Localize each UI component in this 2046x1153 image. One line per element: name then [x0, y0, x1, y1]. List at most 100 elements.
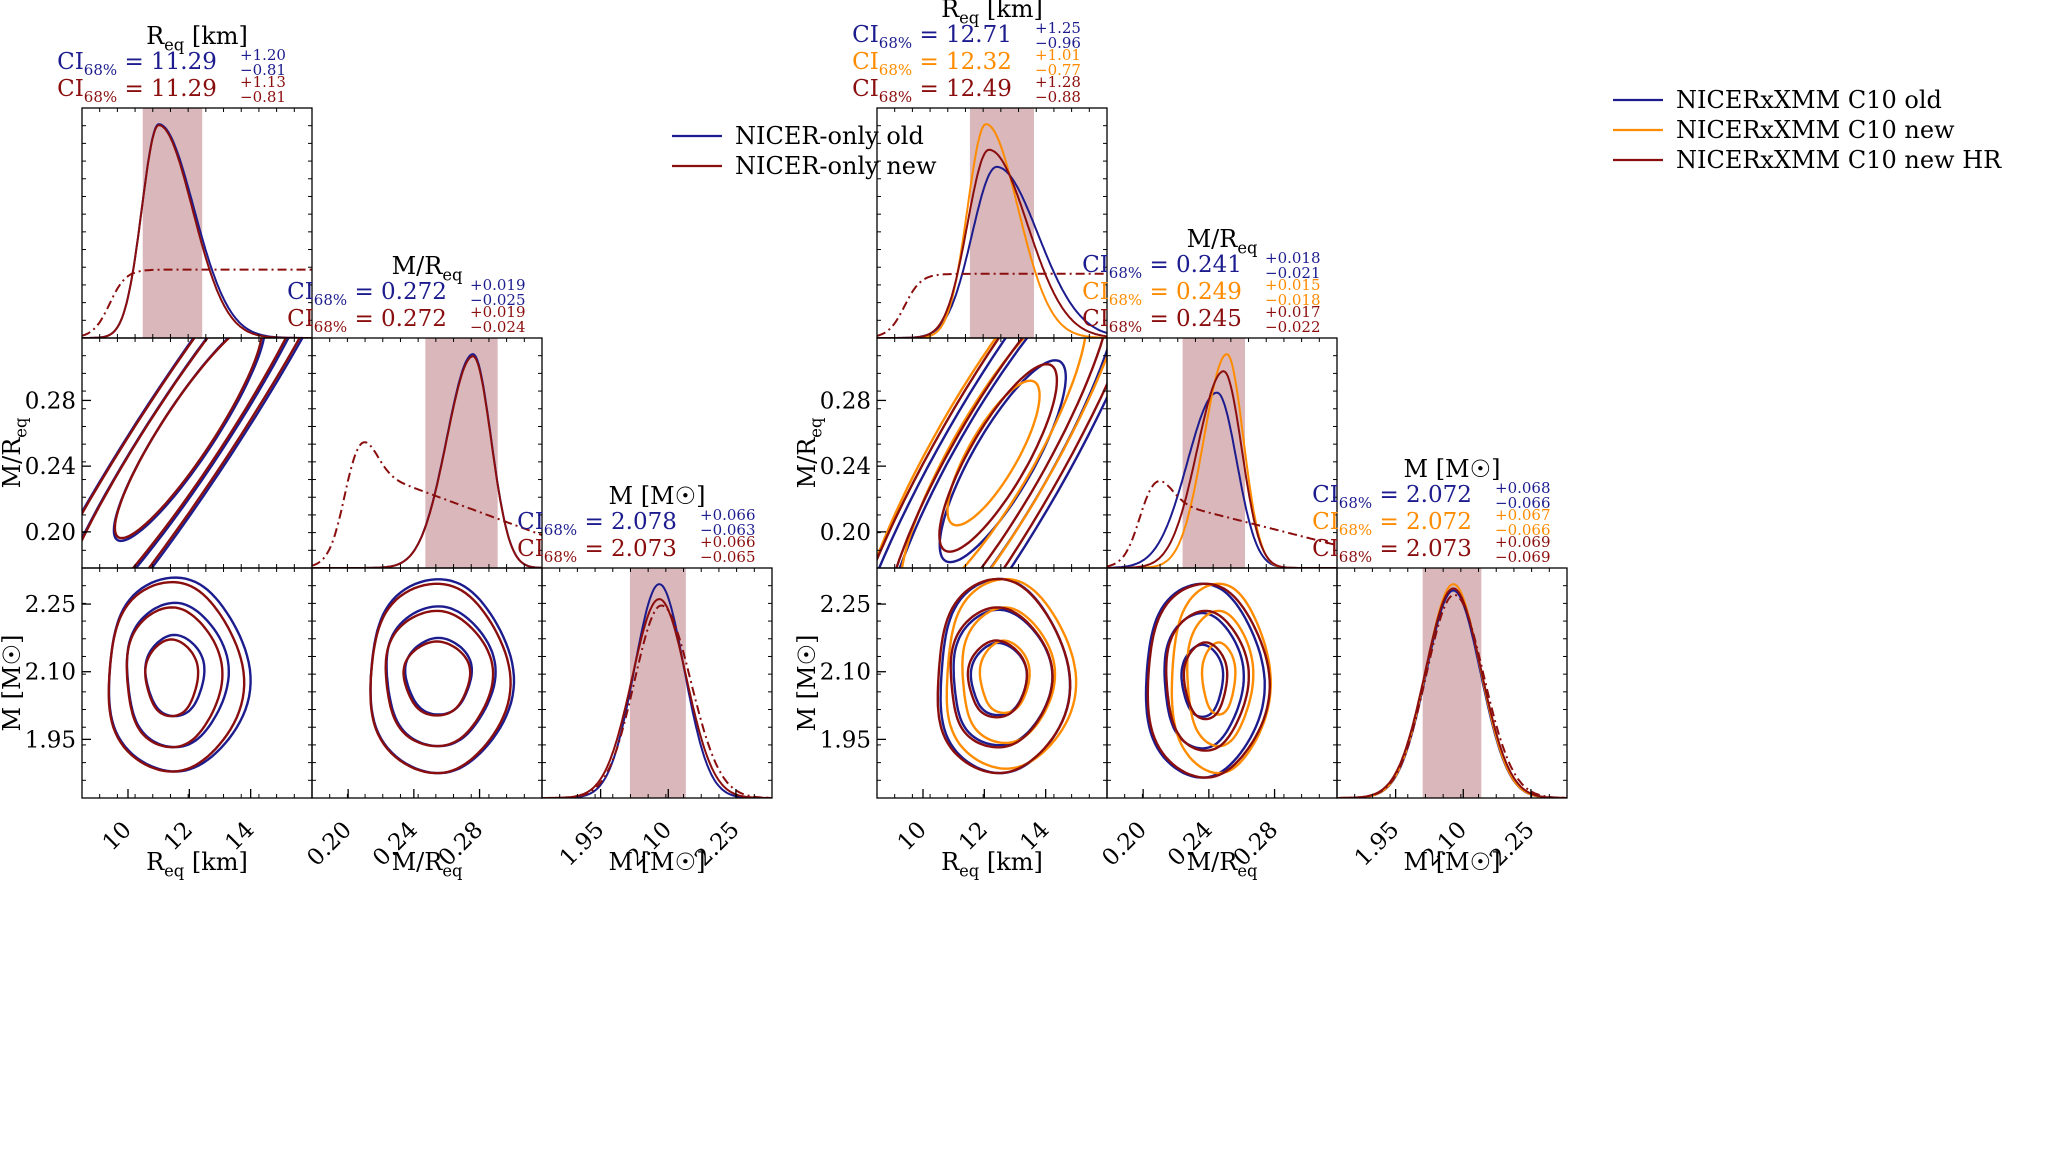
ci-plus: +0.068 [1495, 479, 1551, 497]
y-tick-label: 0.20 [820, 520, 871, 546]
ci-value: CI68% = 11.29 [57, 76, 217, 106]
contour-level-2 [1164, 609, 1251, 752]
x-axis-label-text: M [M☉] [608, 848, 705, 876]
ci-minus: −0.063 [700, 521, 756, 539]
x-tick-label: 1.95 [555, 817, 610, 872]
marginal-line-prior [312, 441, 542, 567]
y-tick-label: 0.20 [25, 520, 76, 546]
ci-band [969, 108, 1035, 338]
ci-value: CI68% = 2.073 [517, 536, 677, 566]
ci-minus: −0.77 [1035, 61, 1081, 79]
y-tick-label: 2.25 [25, 592, 76, 618]
y-axis-label: M [M☉] [793, 634, 821, 731]
y-tick-label: 2.10 [25, 660, 76, 686]
panel-content [107, 576, 252, 773]
ci-minus: −0.025 [470, 291, 526, 309]
ci-value: CI68% = 2.072 [1312, 509, 1472, 539]
x-axis-label-text: M/Req​ [1187, 848, 1258, 881]
header-label: M/Req​ [392, 252, 463, 285]
x-axis-label-text: Req​ [km] [146, 848, 248, 881]
contour-level-1 [966, 639, 1029, 719]
contour-level-2 [125, 606, 224, 749]
panel-frame [311, 567, 543, 799]
header-label-text: Req​ [km] [941, 0, 1043, 28]
ci-value: CI68% = 12.49 [852, 76, 1012, 106]
panel-r2-c1: 0.200.240.28M/Req​ [1097, 567, 1338, 881]
y-axis-label: M [M☉] [0, 634, 26, 731]
ci-band [142, 108, 203, 338]
x-axis-label: M [M☉] [1403, 848, 1500, 876]
x-tick-label: 1.95 [1350, 817, 1405, 872]
ci-plus: +1.13 [240, 73, 286, 91]
header-label: Req​ [km] [941, 0, 1043, 28]
panel-content [1337, 568, 1567, 798]
ci-plus: +1.28 [1035, 73, 1081, 91]
ci-header-2: CI68% = 0.241 +0.018−0.021 CI68% = 0.249 +0… [1082, 225, 1320, 336]
panel-content [542, 568, 772, 798]
ci-header-3: CI68% = 2.078 +0.066−0.063 CI68% = 2.073 +0… [517, 482, 755, 566]
y-axis-label-text: M [M☉] [0, 634, 26, 731]
ci-plus: +0.017 [1265, 303, 1321, 321]
x-tick-label: 10 [98, 817, 137, 856]
panel-r0-c0 [81, 107, 313, 339]
panel-r1-c1 [1106, 337, 1338, 569]
ci-plus: +0.066 [700, 506, 756, 524]
header-label-text: M [M☉] [1403, 455, 1500, 483]
y-tick-label: 1.95 [25, 727, 76, 753]
y-tick-label: 0.28 [820, 388, 871, 414]
contour-level-1 [402, 640, 472, 717]
panel-r2-c2: 1.95 2.10 2.25M [M☉] [1336, 567, 1568, 876]
contour-level-2 [82, 338, 288, 568]
contour-level-1 [978, 639, 1031, 715]
ci-plus: +0.066 [700, 533, 756, 551]
ci-minus: −0.066 [1495, 494, 1551, 512]
ci-value: CI68% = 0.272 [287, 279, 447, 309]
ci-plus: +0.019 [470, 303, 526, 321]
marginal-line-nicer-only-new [82, 124, 312, 338]
panel-r1-c1 [311, 337, 543, 569]
ci-minus: −0.96 [1035, 34, 1081, 52]
ci-plus: +0.018 [1265, 249, 1321, 267]
ci-band [1422, 568, 1482, 798]
marginal-line-nicerxxmm-c10-old [1107, 391, 1337, 568]
marginal-line-prior [877, 272, 1107, 337]
panel-frame [541, 567, 773, 799]
panel-content [82, 108, 312, 338]
ci-value: CI68% = 12.71 [852, 22, 1012, 52]
ci-plus: +1.01 [1035, 46, 1081, 64]
x-tick-label: 0.20 [1097, 817, 1152, 872]
contour-level-3 [369, 582, 512, 775]
contour-level-2 [1185, 609, 1255, 748]
panel-content [1144, 582, 1273, 779]
contour-level-3 [107, 580, 246, 773]
contour-level-1 [938, 362, 1059, 553]
panel-content [82, 338, 304, 568]
contour-level-1 [1200, 641, 1237, 716]
x-axis-label: Req​ [km] [941, 848, 1043, 881]
contour-level-3 [877, 338, 1107, 568]
y-tick-label: 0.28 [25, 388, 76, 414]
x-axis-label: M [M☉] [608, 848, 705, 876]
legend-label: NICERxXMM C10 new [1676, 116, 1955, 144]
contour-level-1 [938, 359, 1068, 564]
header-label-text: M [M☉] [608, 482, 705, 510]
ci-header-2: CI68% = 0.272 +0.019−0.025 CI68% = 0.272 +0… [287, 252, 525, 336]
ci-value: CI68% = 0.272 [287, 306, 447, 336]
y-axis-label: M/Req​ [793, 418, 826, 489]
contour-level-3 [1146, 582, 1272, 779]
x-axis-label-text: M [M☉] [1403, 848, 1500, 876]
contour-level-2 [384, 609, 495, 748]
header-label: Req​ [km] [146, 22, 248, 55]
panel-content [877, 338, 1107, 568]
ci-minus: −0.066 [1495, 521, 1551, 539]
ci-minus: −0.021 [1265, 264, 1321, 282]
ci-header-1: CI68% = 12.71 +1.25−0.96 CI68% = 12.32 +1.0… [852, 0, 1081, 106]
y-axis-label-text: M [M☉] [793, 634, 821, 731]
